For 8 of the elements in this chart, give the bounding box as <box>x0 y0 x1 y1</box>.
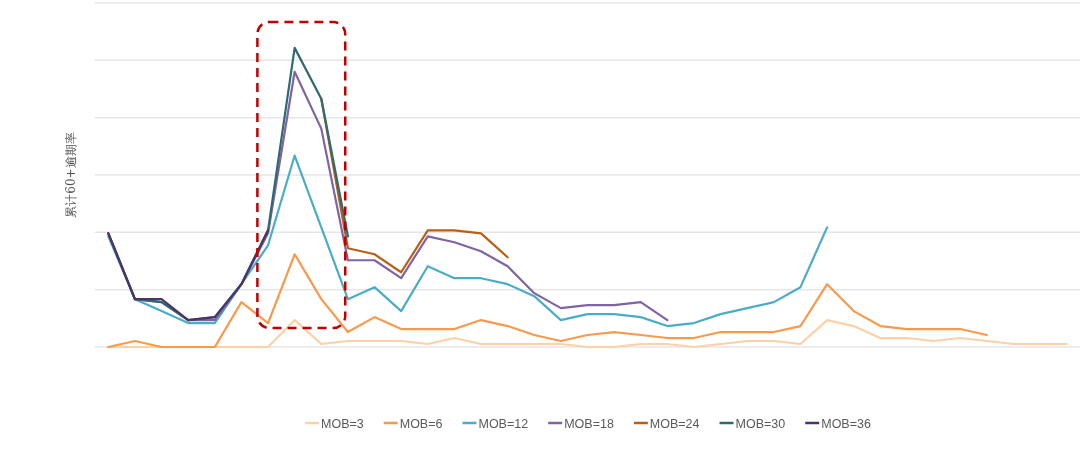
legend-label: MOB=30 <box>735 416 786 431</box>
legend-label: MOB=36 <box>821 416 871 431</box>
legend-label: MOB=3 <box>321 416 364 431</box>
legend-label: MOB=6 <box>399 416 443 431</box>
y-axis-title: 累计60+逾期率 <box>64 132 78 218</box>
legend-label: MOB=12 <box>478 416 529 431</box>
legend-label: MOB=24 <box>649 416 700 431</box>
legend-label: MOB=18 <box>564 416 614 431</box>
